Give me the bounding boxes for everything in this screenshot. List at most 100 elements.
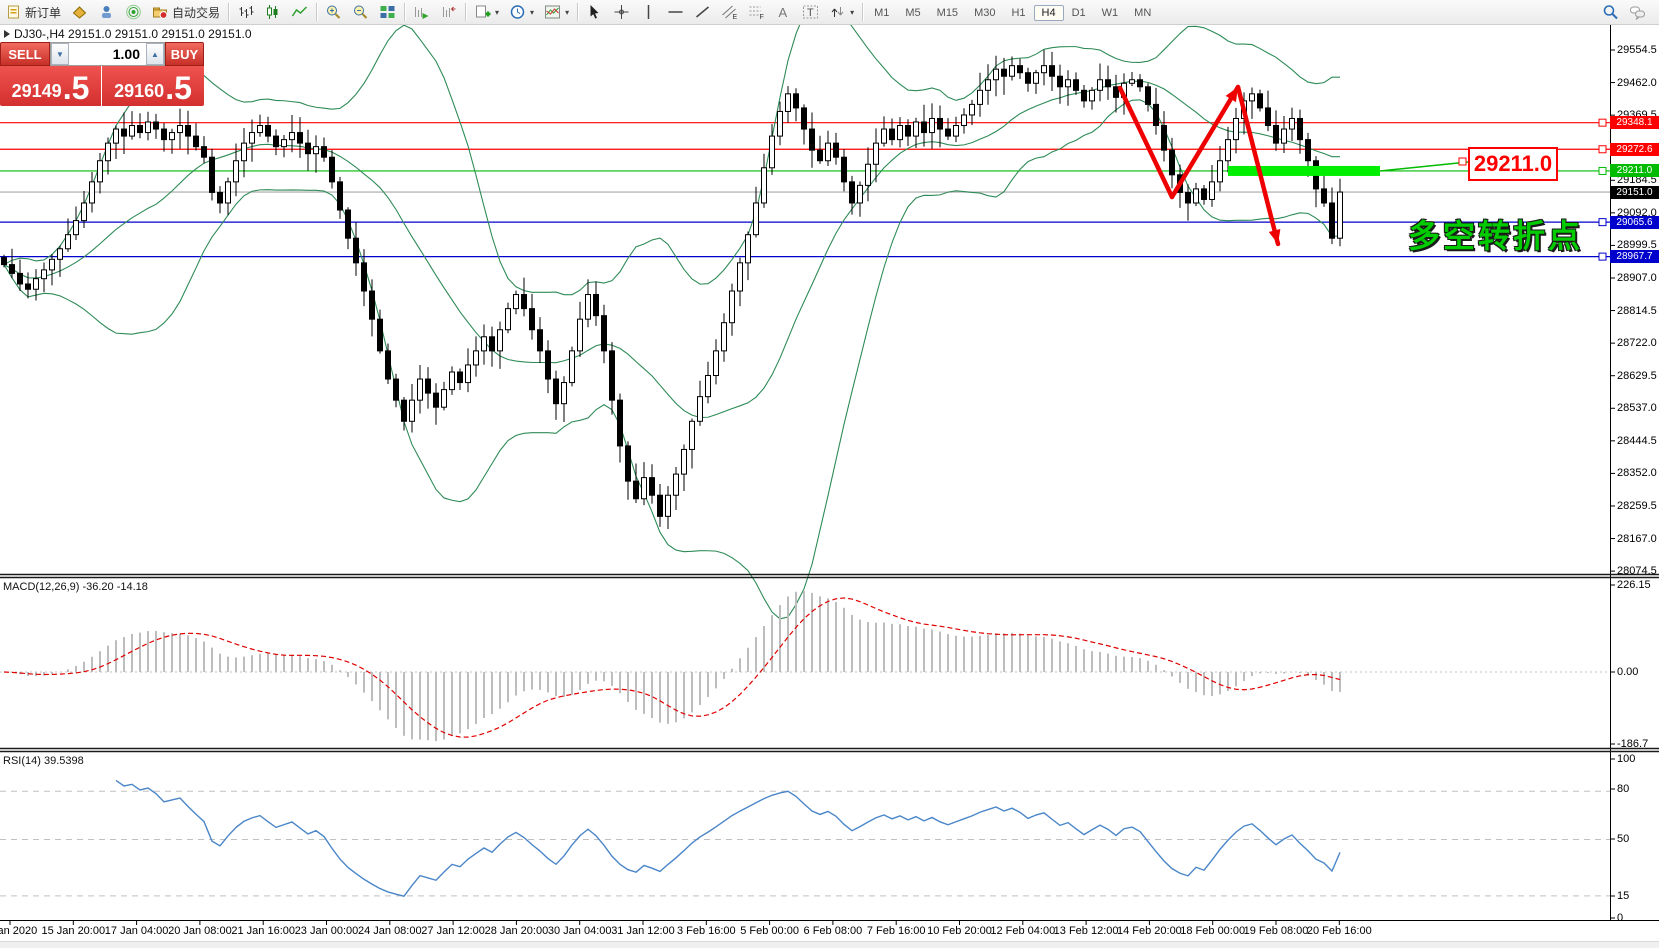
cursor-tool-button[interactable] (581, 1, 608, 23)
new-order-icon (8, 5, 19, 19)
terminal-button[interactable] (93, 1, 120, 23)
auto-scroll-icon (415, 7, 429, 19)
arrows-tool-button[interactable]: ▾ (824, 1, 859, 23)
symbol-marker-icon (4, 30, 10, 38)
chat-button[interactable] (1624, 1, 1651, 23)
sell-price-main: 29149 (11, 81, 62, 101)
arrows-icon (831, 7, 844, 17)
tf-button-H1[interactable]: H1 (1011, 7, 1026, 19)
signal-icon (126, 4, 141, 20)
chevron-down-icon: ▾ (565, 7, 570, 17)
zoom-out-icon (354, 5, 368, 19)
cursor-icon (590, 5, 599, 19)
zoom-in-button[interactable] (320, 1, 347, 23)
price-annotation-box[interactable]: 29211.0 (1468, 147, 1558, 181)
equidistant-channel-tool-button[interactable]: E (716, 1, 743, 23)
buy-price-main: 29160 (114, 81, 165, 101)
chart-shift-button[interactable] (435, 1, 462, 23)
toolbar-separator (228, 3, 230, 21)
toolbar-separator (404, 3, 406, 21)
tf-button-MN[interactable]: MN (1134, 7, 1152, 19)
svg-text:A: A (779, 5, 788, 20)
rsi-label: RSI(14) 39.5398 (3, 755, 84, 767)
crosshair-tool-button[interactable] (608, 1, 635, 23)
fibonacci-icon: F (749, 6, 764, 20)
volume-stepper: ▼ 1.00 ▲ (50, 42, 165, 66)
line-chart-button[interactable] (286, 1, 313, 23)
auto-scroll-button[interactable] (408, 1, 435, 23)
tile-windows-button[interactable] (374, 1, 401, 23)
text-icon: A (779, 5, 788, 20)
bar-chart-button[interactable] (232, 1, 259, 23)
candlestick-chart-icon (267, 5, 278, 19)
search-icon (1603, 5, 1618, 20)
zoom-out-button[interactable] (347, 1, 374, 23)
chart-title-text: DJ30-,H4 29151.0 29151.0 29151.0 29151.0 (14, 27, 252, 41)
svg-text:F: F (760, 14, 764, 20)
horizontal-line-icon (668, 11, 683, 13)
indicators-button[interactable]: ▾ (539, 1, 574, 23)
new-order-label: 新订单 (25, 5, 62, 20)
candlestick-chart-button[interactable] (259, 1, 286, 23)
trendline-tool-button[interactable] (689, 1, 716, 23)
sell-button[interactable]: SELL (0, 42, 50, 66)
chart-shift-icon (443, 6, 456, 17)
text-label-tool-button[interactable]: T (797, 1, 824, 23)
toolbar-separator (465, 3, 467, 21)
horizontal-line-tool-button[interactable] (662, 1, 689, 23)
tf-button-M30[interactable]: M30 (974, 7, 996, 19)
crosshair-icon (614, 5, 629, 19)
text-label-icon: T (803, 5, 819, 19)
autotrading-icon (153, 7, 168, 19)
new-chart-icon (476, 5, 491, 18)
equidistant-channel-icon: E (722, 5, 738, 20)
indicators-icon (545, 5, 561, 19)
text-tool-button[interactable]: A (770, 1, 797, 23)
turning-point-annotation[interactable]: 多空转折点 (1408, 218, 1584, 254)
metaquotes-icon (72, 6, 87, 19)
macd-label: MACD(12,26,9) -36.20 -14.18 (3, 581, 148, 593)
chevron-down-icon: ▾ (495, 7, 500, 17)
svg-text:E: E (733, 14, 738, 20)
vertical-line-tool-button[interactable] (635, 1, 662, 23)
tf-button-D1[interactable]: D1 (1071, 7, 1086, 19)
tf-button-W1[interactable]: W1 (1101, 7, 1119, 19)
profiles-icon (510, 5, 525, 19)
fibonacci-tool-button[interactable]: F (743, 1, 770, 23)
new-order-button[interactable]: 新订单 (0, 1, 66, 23)
volume-decrease-button[interactable]: ▼ (51, 43, 69, 65)
volume-value[interactable]: 1.00 (112, 46, 140, 62)
line-chart-icon (291, 6, 308, 17)
autotrading-button[interactable]: 自动交易 (147, 1, 225, 23)
new-chart-button[interactable]: ▾ (469, 1, 504, 23)
toolbar-separator (577, 3, 579, 21)
autotrading-label: 自动交易 (172, 5, 221, 20)
profiles-button[interactable]: ▾ (504, 1, 539, 23)
svg-text:T: T (807, 7, 814, 19)
buy-price-pips: .5 (165, 70, 192, 106)
sell-price[interactable]: 29149.5 (0, 66, 101, 106)
buy-button[interactable]: BUY (165, 42, 204, 66)
terminal-icon (102, 6, 112, 18)
metaquotes-button[interactable] (66, 1, 93, 23)
tf-button-M15[interactable]: M15 (936, 7, 959, 19)
chat-icon (1630, 6, 1645, 20)
one-click-trading-panel: SELL ▼ 1.00 ▲ BUY 29149.5 29160.5 (0, 42, 204, 106)
chart-title: DJ30-,H4 29151.0 29151.0 29151.0 29151.0 (4, 27, 252, 41)
tf-button-H4[interactable]: H4 (1033, 5, 1064, 21)
buy-price[interactable]: 29160.5 (102, 66, 204, 106)
toolbar-separator (862, 3, 864, 21)
volume-increase-button[interactable]: ▲ (146, 43, 164, 65)
timeframe-group: M1 M5 M15 M30 H1 H4 D1 W1 MN (866, 5, 1159, 21)
tf-button-M5[interactable]: M5 (905, 7, 921, 19)
signal-button[interactable] (120, 1, 147, 23)
search-button[interactable] (1597, 1, 1624, 23)
chevron-down-icon: ▾ (530, 7, 535, 17)
tf-button-M1[interactable]: M1 (874, 7, 890, 19)
vertical-line-icon (647, 5, 650, 19)
toolbar-separator (316, 3, 318, 21)
bar-chart-icon (239, 6, 254, 18)
chevron-down-icon: ▾ (850, 7, 855, 17)
